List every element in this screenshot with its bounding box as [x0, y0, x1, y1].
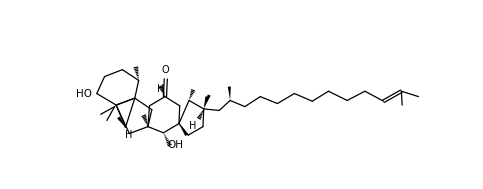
Polygon shape [204, 94, 211, 109]
Polygon shape [228, 87, 231, 100]
Text: HO: HO [76, 88, 92, 98]
Text: H: H [189, 121, 197, 131]
Text: H: H [125, 130, 132, 140]
Text: H: H [156, 84, 164, 94]
Text: OH: OH [167, 140, 183, 150]
Polygon shape [204, 96, 208, 109]
Polygon shape [179, 124, 188, 136]
Text: O: O [162, 65, 170, 75]
Polygon shape [117, 116, 126, 127]
